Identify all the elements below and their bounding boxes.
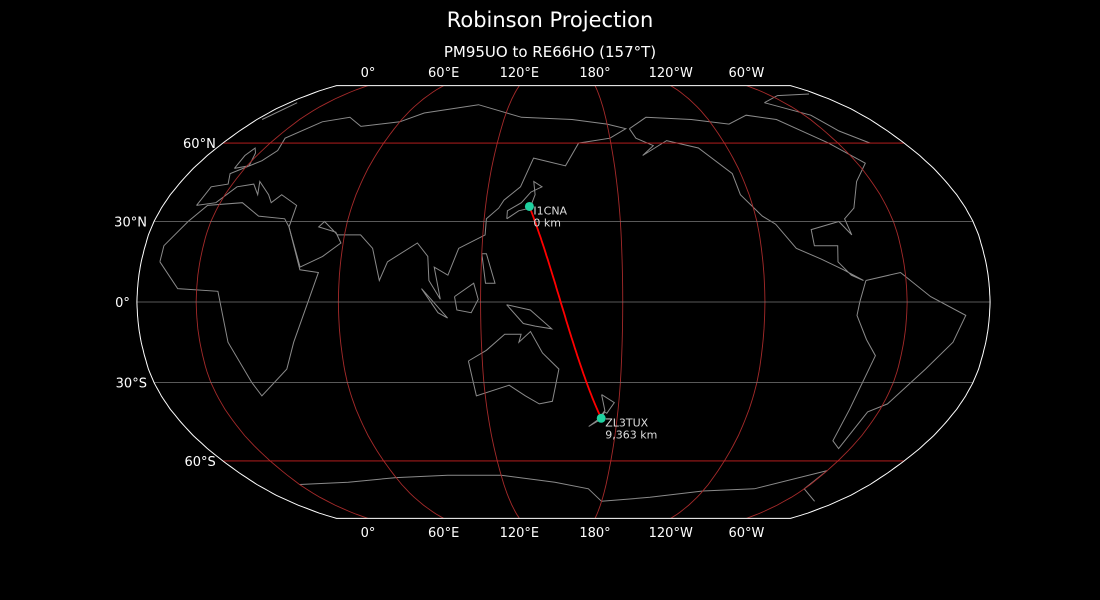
top-longitude-label: 120°E [500,66,540,81]
bottom-longitude-label: 0° [361,526,376,541]
latitude-label: 30°S [116,376,147,391]
latitude-label: 30°N [114,216,147,231]
coastline [506,304,554,330]
coastline [159,202,320,397]
coastline [481,253,496,284]
latitude-label: 60°N [183,137,216,152]
coastlines [159,93,967,502]
bottom-longitude-label: 180° [579,526,610,541]
coastline [764,93,810,104]
bottom-longitude-label: 120°E [500,526,540,541]
coastline [764,102,871,144]
coastline [628,114,866,281]
station-distance: 9,363 km [605,428,657,441]
coastline [601,470,828,502]
bottom-longitude-label: 120°W [649,526,693,541]
top-longitude-label: 60°E [428,66,459,81]
top-longitude-label: 60°W [728,66,764,81]
coastline [299,474,602,502]
coastline [261,102,298,120]
map-title: Robinson Projection [446,8,654,32]
latitude-label: 60°S [185,455,216,470]
coastline [196,104,628,300]
latitude-label: 0° [115,296,130,311]
graticule [136,85,991,519]
map-subtitle: PM95UO to RE66HO (157°T) [443,43,657,61]
station-distance: 0 km [533,216,561,229]
route-line [528,206,603,419]
station-marker[interactable] [596,413,606,423]
map-outline [136,85,991,519]
bottom-longitude-label: 60°W [728,526,764,541]
top-longitude-label: 180° [579,66,610,81]
station-callsign: I1CNA [533,204,567,217]
coastline [506,180,544,220]
coastline [234,147,257,169]
coastline [832,271,967,450]
axis-labels: 0° 0° 60°E 60°E 120°E 120°E 180° 180° 120°W 120°W… [114,66,764,541]
top-longitude-label: 0° [361,66,376,81]
station-callsign: ZL3TUX [605,416,648,429]
top-longitude-label: 120°W [649,66,693,81]
station-marker[interactable] [524,201,534,211]
great-circle-route [528,206,603,419]
coastline [421,288,448,319]
bottom-longitude-label: 60°E [428,526,459,541]
coastline [467,330,560,405]
coastline [454,282,479,314]
